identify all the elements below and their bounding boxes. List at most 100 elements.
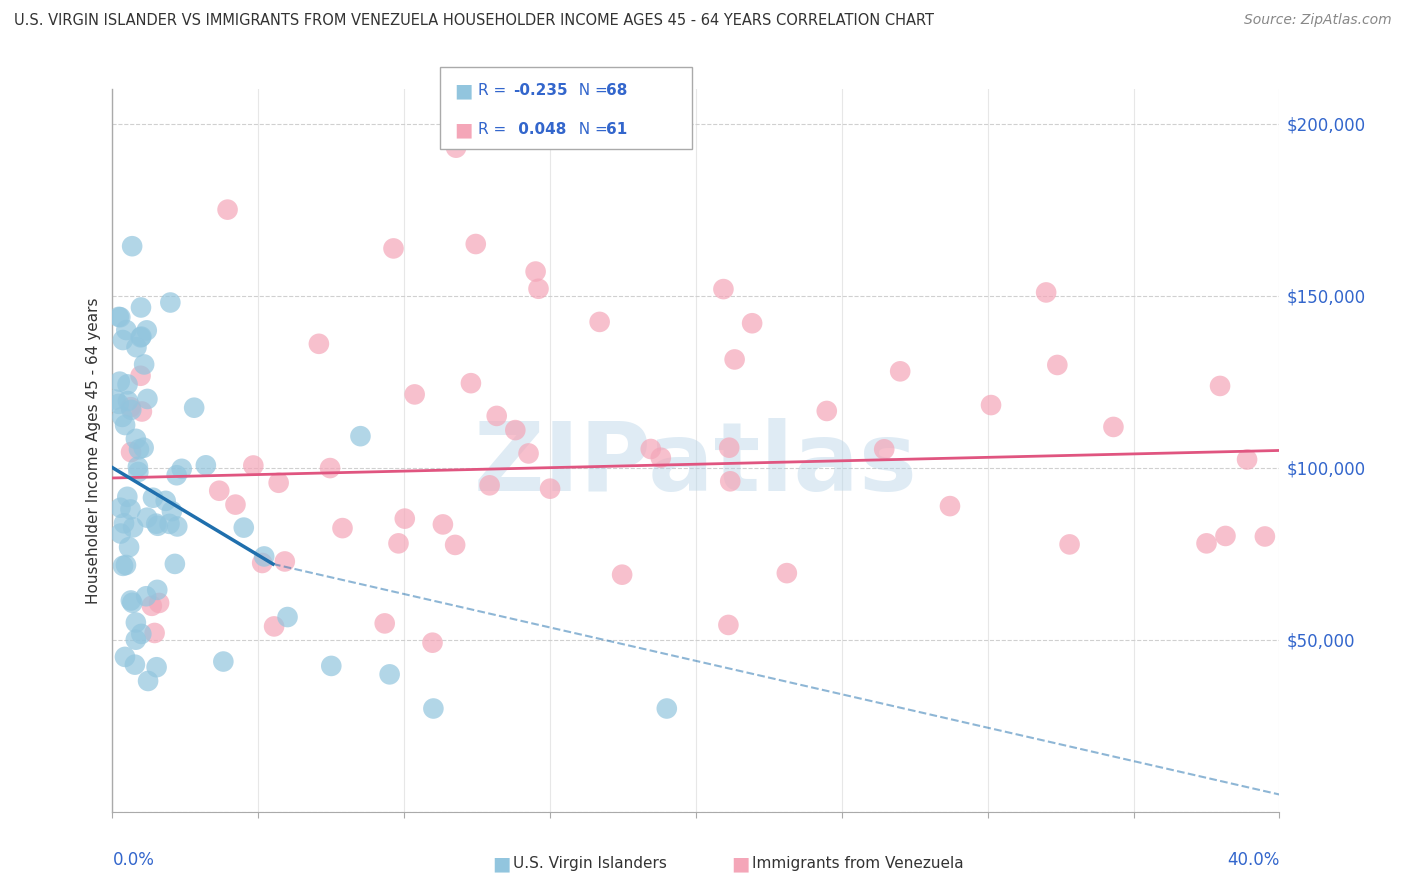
- Point: [129, 330, 152, 344]
- Point: [115, 558, 138, 572]
- Point: [121, 596, 143, 610]
- Point: [110, 500, 132, 515]
- Text: ■: ■: [731, 854, 749, 873]
- Point: [108, 375, 131, 389]
- Point: [718, 475, 741, 489]
- Point: [382, 241, 405, 255]
- Point: [111, 333, 134, 347]
- Text: 0.0%: 0.0%: [112, 851, 155, 869]
- Point: [114, 649, 136, 664]
- Point: [276, 610, 298, 624]
- Point: [117, 394, 139, 409]
- Point: [332, 521, 354, 535]
- Point: [131, 404, 153, 418]
- Text: R =: R =: [478, 122, 512, 137]
- Point: [980, 398, 1002, 412]
- Point: [212, 655, 235, 669]
- Point: [117, 377, 139, 392]
- Point: [143, 626, 166, 640]
- Point: [815, 404, 838, 418]
- Point: [250, 556, 273, 570]
- Point: [1236, 452, 1258, 467]
- Point: [253, 549, 276, 564]
- Point: [120, 502, 142, 516]
- Point: [1215, 529, 1237, 543]
- Point: [136, 673, 159, 688]
- Point: [155, 494, 177, 508]
- Point: [939, 499, 962, 513]
- Point: [129, 301, 152, 315]
- Point: [146, 518, 169, 533]
- Point: [110, 526, 132, 541]
- Point: [217, 202, 239, 217]
- Text: ■: ■: [454, 81, 472, 100]
- Point: [110, 310, 132, 325]
- Point: [717, 618, 740, 632]
- Point: [432, 517, 454, 532]
- Point: [108, 310, 131, 324]
- Point: [224, 498, 246, 512]
- Point: [145, 660, 167, 674]
- Point: [122, 520, 145, 534]
- Point: [166, 468, 188, 483]
- Point: [125, 340, 148, 354]
- Point: [1254, 529, 1277, 543]
- Text: ZIPatlas: ZIPatlas: [474, 418, 918, 511]
- Point: [308, 336, 330, 351]
- Point: [183, 401, 205, 415]
- Point: [505, 423, 527, 437]
- Text: 61: 61: [606, 122, 627, 137]
- Point: [263, 619, 285, 633]
- Text: 0.048: 0.048: [513, 122, 567, 137]
- Point: [232, 520, 254, 534]
- Point: [538, 482, 561, 496]
- Point: [718, 441, 741, 455]
- Point: [125, 615, 148, 630]
- Point: [118, 540, 141, 554]
- Point: [136, 510, 159, 524]
- Text: N =: N =: [569, 83, 613, 98]
- Point: [132, 441, 155, 455]
- Point: [374, 616, 396, 631]
- Point: [1059, 537, 1081, 551]
- Point: [131, 329, 153, 343]
- Point: [120, 445, 142, 459]
- Point: [131, 627, 153, 641]
- Point: [115, 323, 138, 337]
- Point: [135, 323, 157, 337]
- Point: [524, 264, 547, 278]
- Point: [404, 387, 426, 401]
- Point: [129, 368, 152, 383]
- Point: [394, 511, 416, 525]
- Text: 68: 68: [606, 83, 627, 98]
- Point: [741, 316, 763, 330]
- Y-axis label: Householder Income Ages 45 - 64 years: Householder Income Ages 45 - 64 years: [86, 297, 101, 604]
- Point: [120, 593, 142, 607]
- Point: [776, 566, 799, 581]
- Point: [1195, 536, 1218, 550]
- Point: [124, 657, 146, 672]
- Point: [485, 409, 508, 423]
- Point: [112, 516, 135, 531]
- Point: [321, 659, 343, 673]
- Point: [194, 458, 217, 473]
- Point: [1102, 420, 1125, 434]
- Text: Source: ZipAtlas.com: Source: ZipAtlas.com: [1244, 13, 1392, 28]
- Point: [104, 392, 127, 407]
- Point: [128, 442, 150, 457]
- Point: [713, 282, 735, 296]
- Point: [319, 461, 342, 475]
- Point: [125, 632, 148, 647]
- Text: 40.0%: 40.0%: [1227, 851, 1279, 869]
- Point: [208, 483, 231, 498]
- Point: [378, 667, 401, 681]
- Point: [141, 599, 163, 613]
- Point: [127, 465, 149, 479]
- Point: [120, 400, 142, 414]
- Point: [111, 409, 134, 424]
- Point: [117, 490, 139, 504]
- Text: ■: ■: [454, 120, 472, 139]
- Text: U.S. Virgin Islanders: U.S. Virgin Islanders: [513, 856, 666, 871]
- Point: [640, 442, 662, 456]
- Text: ■: ■: [492, 854, 510, 873]
